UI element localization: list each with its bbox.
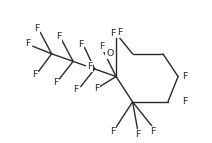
Text: F: F <box>56 32 61 41</box>
Text: F: F <box>94 84 99 93</box>
Text: F: F <box>73 85 78 94</box>
Text: F: F <box>150 127 155 136</box>
Text: F: F <box>25 39 31 48</box>
Text: F: F <box>53 78 58 87</box>
Text: F: F <box>182 97 187 106</box>
Text: F: F <box>34 24 39 33</box>
Text: F: F <box>110 29 116 38</box>
Text: F: F <box>135 130 140 139</box>
Text: F: F <box>87 62 92 71</box>
Text: F: F <box>78 40 83 49</box>
Text: F: F <box>117 28 123 37</box>
Text: F: F <box>110 127 115 136</box>
Text: F: F <box>182 72 187 81</box>
Text: F: F <box>32 69 37 79</box>
Text: O: O <box>106 49 113 58</box>
Text: F: F <box>99 42 105 51</box>
